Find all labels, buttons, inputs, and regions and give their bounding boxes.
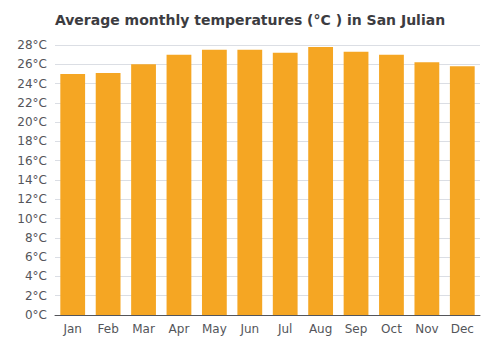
svg-text:0°C: 0°C bbox=[25, 308, 47, 322]
svg-text:4°C: 4°C bbox=[25, 269, 47, 283]
svg-text:18°C: 18°C bbox=[17, 134, 47, 148]
svg-text:20°C: 20°C bbox=[17, 115, 47, 129]
svg-text:6°C: 6°C bbox=[25, 250, 47, 264]
svg-text:Aug: Aug bbox=[309, 322, 332, 336]
svg-text:Mar: Mar bbox=[132, 322, 155, 336]
svg-text:24°C: 24°C bbox=[17, 77, 47, 91]
svg-text:Sep: Sep bbox=[345, 322, 368, 336]
svg-text:12°C: 12°C bbox=[17, 192, 47, 206]
svg-text:Dec: Dec bbox=[451, 322, 474, 336]
svg-text:Nov: Nov bbox=[415, 322, 438, 336]
svg-text:2°C: 2°C bbox=[25, 289, 47, 303]
svg-text:Average monthly temperatures (: Average monthly temperatures (°C ) in Sa… bbox=[55, 12, 445, 28]
svg-text:8°C: 8°C bbox=[25, 231, 47, 245]
svg-text:28°C: 28°C bbox=[17, 38, 47, 52]
svg-text:Feb: Feb bbox=[98, 322, 119, 336]
svg-text:26°C: 26°C bbox=[17, 57, 47, 71]
svg-text:10°C: 10°C bbox=[17, 212, 47, 226]
svg-text:May: May bbox=[202, 322, 227, 336]
svg-text:22°C: 22°C bbox=[17, 96, 47, 110]
svg-text:Apr: Apr bbox=[169, 322, 190, 336]
svg-text:Jun: Jun bbox=[239, 322, 259, 336]
svg-text:Oct: Oct bbox=[381, 322, 402, 336]
svg-text:16°C: 16°C bbox=[17, 154, 47, 168]
svg-text:Jan: Jan bbox=[62, 322, 82, 336]
svg-text:Jul: Jul bbox=[277, 322, 292, 336]
svg-text:14°C: 14°C bbox=[17, 173, 47, 187]
